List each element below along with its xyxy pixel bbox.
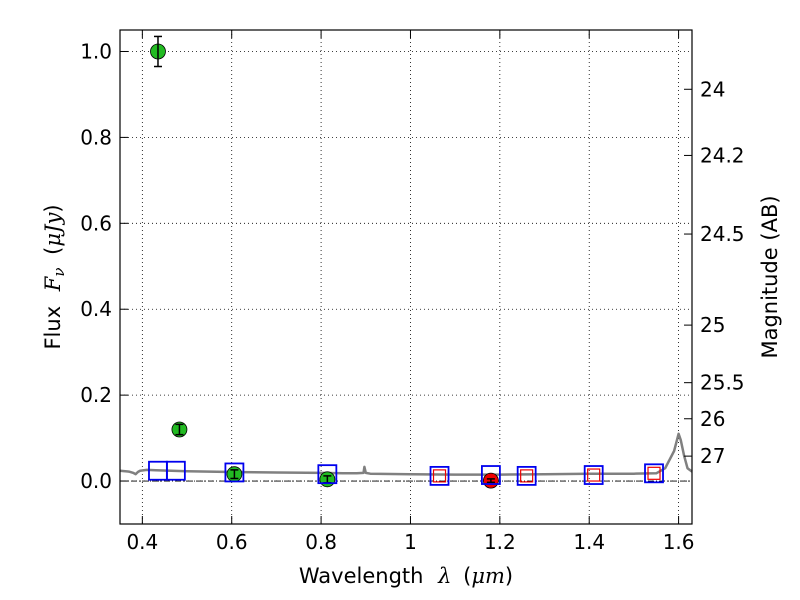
model-spectrum <box>119 432 693 476</box>
y-axis-subscript: ν <box>50 267 68 276</box>
x-tick-label: 1 <box>404 530 417 554</box>
y2-axis-title: Magnitude (AB) <box>758 195 782 358</box>
red-inner-square <box>647 466 661 480</box>
x-axis-title: Wavelength λ (μm) <box>299 564 513 588</box>
y2-tick-label: 25.5 <box>700 371 745 395</box>
model-photometry-square <box>583 465 604 485</box>
y2-tick-label: 26 <box>700 407 725 431</box>
x-tick-label: 0.8 <box>305 530 337 554</box>
y-axis-units: μJy <box>41 212 65 247</box>
model-spectrum-line <box>119 432 693 476</box>
y-tick-label: 0.4 <box>80 297 112 321</box>
red-inner-square <box>587 468 601 482</box>
plot-frame <box>119 29 693 525</box>
y2-tick-label: 24.5 <box>700 222 745 246</box>
y2-tick-label: 27 <box>700 444 725 468</box>
model-photometry-square <box>516 465 537 486</box>
y-tick-label: 1.0 <box>80 39 112 63</box>
y-tick-label: 0.2 <box>80 383 112 407</box>
x-axis-symbol: λ <box>437 564 451 588</box>
x-axis-units: μm <box>471 564 505 588</box>
y-axis-symbol: F <box>41 275 65 292</box>
x-tick-label: 0.4 <box>126 530 158 554</box>
model-photometry-square <box>224 462 245 483</box>
axis-ticks: 0.4 0.6 0.8 1 1.2 1.4 1.6 0.0 0.2 0.4 0.6 0.8 1.0 24 2… <box>80 30 745 554</box>
red-inner-square <box>520 469 534 483</box>
x-axis-word: Wavelength <box>299 564 424 588</box>
x-tick-label: 0.6 <box>216 530 248 554</box>
model-photometry-square <box>165 460 186 481</box>
x-tick-label: 1.2 <box>484 530 516 554</box>
y-axis-title: Flux Fν (μJy) <box>41 204 69 349</box>
data-markers <box>148 35 664 489</box>
model-photometry-square <box>644 463 664 484</box>
y-tick-label: 0.8 <box>80 125 112 149</box>
x-tick-label: 1.6 <box>663 530 695 554</box>
x-tick-label: 1.4 <box>573 530 605 554</box>
y2-tick-label: 25 <box>700 313 725 337</box>
y-axis-word: Flux <box>41 306 65 350</box>
red-inner-square <box>432 469 447 483</box>
y-tick-label: 0.0 <box>80 469 112 493</box>
model-photometry-square <box>481 465 501 485</box>
y2-tick-label: 24 <box>700 77 725 101</box>
y2-tick-label: 24.2 <box>700 143 745 167</box>
model-photometry-square <box>429 465 450 486</box>
model-photometry-square <box>317 464 338 485</box>
y-tick-label: 0.6 <box>80 211 112 235</box>
